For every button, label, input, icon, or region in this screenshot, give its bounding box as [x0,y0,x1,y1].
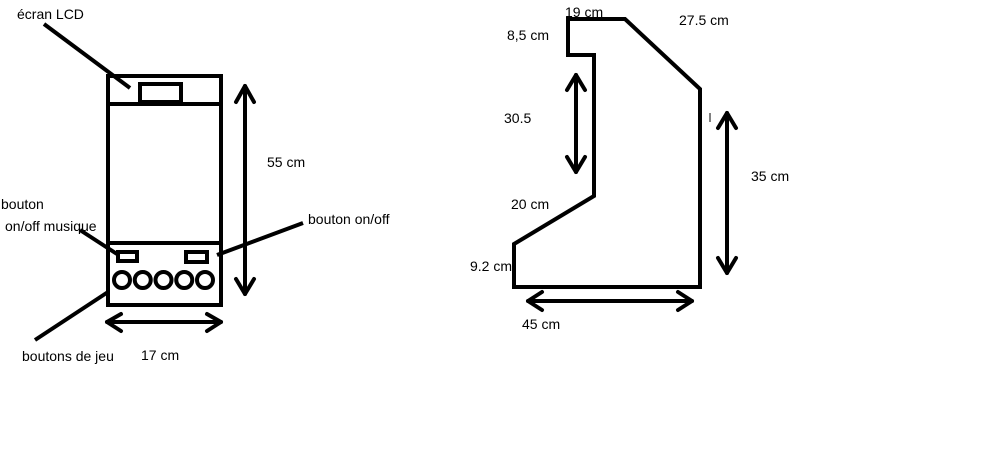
inner-height-dimension-arrow [565,73,587,174]
top-width-label: 19 cm [565,4,603,20]
music-button-label-line2: on/off musique [5,218,97,234]
back-height-label: 35 cm [751,168,789,184]
side-view: 19 cm 8,5 cm 27.5 cm 30.5 35 cm 20 cm 9.… [470,4,789,332]
width-label: 17 cm [141,347,179,363]
power-toggle-button [184,250,209,264]
back-height-dimension-arrow [716,111,738,275]
power-button-label: bouton on/off [308,211,390,227]
cabinet-outline [106,74,223,307]
lcd-screen [138,82,183,104]
game-buttons-label: boutons de jeu [22,348,114,364]
game-button [174,270,195,290]
music-button-leader [78,228,119,256]
slope-top-label: 27.5 cm [679,12,729,28]
music-button-label-line1: bouton [1,196,44,212]
front-view: écran LCD 55 cm bouton on/off musique bo… [1,6,390,364]
front-height-label: 9.2 cm [470,258,512,274]
side-profile-outline [512,17,702,289]
base-width-dimension-arrow [526,290,694,312]
slope-bottom-label: 20 cm [511,196,549,212]
game-button [153,270,174,290]
game-button [195,270,215,290]
game-buttons-leader [33,290,110,342]
base-width-label: 45 cm [522,316,560,332]
game-button [132,270,153,290]
game-buttons [112,270,215,290]
music-toggle-button [116,250,139,263]
width-dimension-arrow [105,312,223,333]
lcd-screen-label: écran LCD [17,6,84,22]
height-dimension-arrow [234,84,256,296]
height-label: 55 cm [267,154,305,170]
power-button-leader [216,221,304,257]
top-height-label: 8,5 cm [507,27,549,43]
inner-height-label: 30.5 [504,110,531,126]
game-button [112,270,132,290]
lcd-screen-leader [42,22,132,90]
